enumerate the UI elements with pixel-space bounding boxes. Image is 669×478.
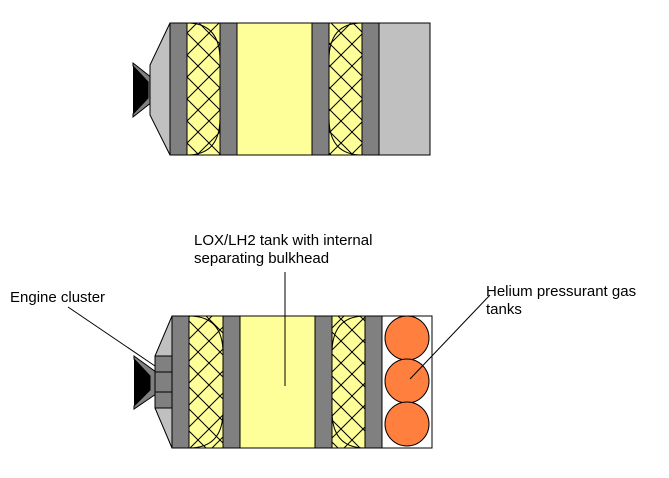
label-engine-cluster: Engine cluster — [10, 289, 106, 306]
center-tank-bottom — [239, 315, 316, 449]
center-tank-top — [236, 22, 313, 156]
label-helium-tanks: Helium pressurant gas tanks — [486, 283, 637, 318]
stage-configuration-top — [132, 22, 431, 156]
engine-cluster-block — [154, 355, 173, 409]
bulkhead-top-4 — [361, 22, 380, 156]
label-lox-lh2-tank: LOX/LH2 tank with internal separating bu… — [194, 232, 373, 267]
bulkhead-bottom-3 — [314, 315, 333, 449]
bulkhead-top-3 — [311, 22, 330, 156]
bulkhead-bottom-1 — [171, 315, 190, 449]
helium-tank-1 — [384, 315, 430, 361]
stage-configuration-bottom — [67, 272, 491, 449]
bulkhead-top-1 — [169, 22, 188, 156]
leader-line-helium-tanks — [409, 294, 491, 380]
bulkhead-top-2 — [219, 22, 238, 156]
bulkhead-bottom-4 — [364, 315, 383, 449]
thrust-cone-top — [149, 22, 171, 156]
bulkhead-bottom-2 — [222, 315, 241, 449]
helium-tank-3 — [384, 401, 430, 447]
forward-section-top — [378, 22, 431, 156]
leader-line-engine-cluster — [67, 306, 156, 367]
